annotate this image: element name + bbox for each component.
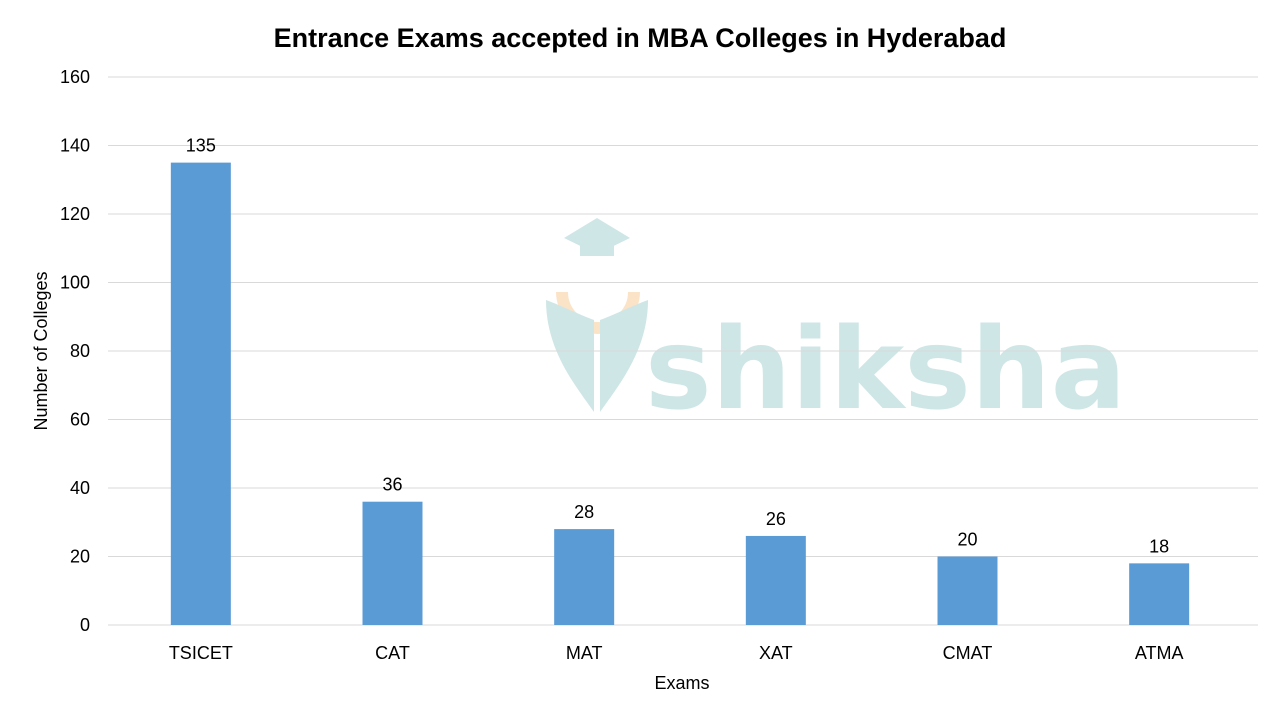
y-tick-label: 20 [70, 547, 90, 567]
x-tick-label: CMAT [943, 643, 993, 663]
watermark: shiksha [546, 218, 1126, 435]
bar [170, 162, 231, 625]
data-label: 18 [1149, 536, 1169, 556]
y-tick-label: 140 [60, 136, 90, 156]
y-axis-label: Number of Colleges [31, 271, 51, 430]
bar [937, 556, 998, 625]
x-tick-label: XAT [759, 643, 793, 663]
y-axis-ticks: 0 20 40 60 80 100 120 140 160 [60, 67, 90, 635]
bar [745, 535, 806, 625]
bars [170, 162, 1190, 625]
x-axis-label: Exams [654, 673, 709, 693]
x-tick-label: MAT [566, 643, 603, 663]
y-tick-label: 40 [70, 478, 90, 498]
bar [1129, 563, 1190, 625]
y-tick-label: 120 [60, 204, 90, 224]
data-label: 20 [957, 530, 977, 550]
x-tick-label: TSICET [169, 643, 233, 663]
x-tick-label: CAT [375, 643, 410, 663]
y-tick-label: 0 [80, 615, 90, 635]
data-label: 36 [382, 475, 402, 495]
gridlines [108, 76, 1258, 626]
y-tick-label: 160 [60, 67, 90, 87]
data-label: 26 [766, 509, 786, 529]
x-axis-ticks: TSICET CAT MAT XAT CMAT ATMA [169, 643, 1184, 663]
watermark-text: shiksha [645, 305, 1126, 435]
data-label: 28 [574, 502, 594, 522]
graduation-cap-pen-icon [546, 218, 648, 412]
x-tick-label: ATMA [1135, 643, 1184, 663]
data-label: 135 [186, 136, 216, 156]
y-tick-label: 80 [70, 341, 90, 361]
y-tick-label: 60 [70, 410, 90, 430]
y-tick-label: 100 [60, 273, 90, 293]
chart-title: Entrance Exams accepted in MBA Colleges … [274, 23, 1007, 53]
data-labels: 135 36 28 26 20 18 [186, 136, 1169, 557]
bar [362, 501, 423, 625]
bar [554, 529, 615, 625]
